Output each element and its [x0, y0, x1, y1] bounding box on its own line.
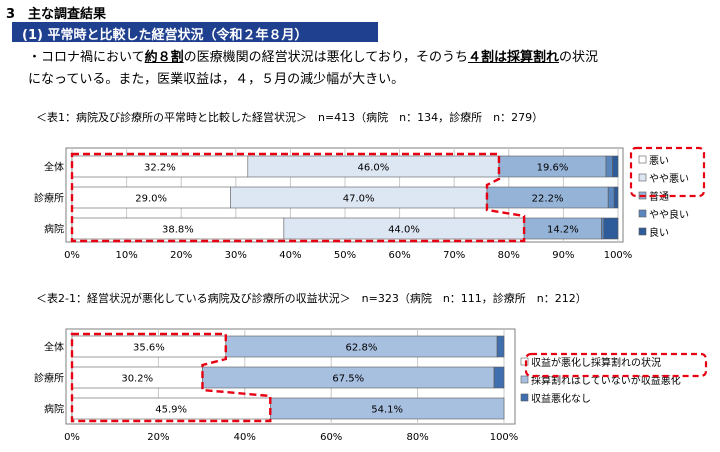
chart1-legend-label: 悪い [649, 155, 669, 167]
chart2-highlight-outline [70, 332, 272, 423]
chart2-category-label: 病院 [44, 403, 64, 416]
chart2-data-label: 30.2% [121, 374, 153, 385]
chart1-bar-segment [603, 217, 619, 240]
chart1-highlight-outline [70, 152, 526, 243]
chart2-category-label: 全体 [44, 341, 64, 354]
chart2-category-label: 診療所 [34, 372, 64, 385]
summary-text: ・コロナ禍において [28, 50, 145, 65]
chart1-bar-segment [613, 186, 619, 209]
chart1-legend-highlight [629, 146, 706, 198]
chart1-x-tick-label: 60% [388, 250, 410, 261]
chart1-legend-label: 良い [649, 226, 669, 239]
chart1-data-label: 32.2% [144, 163, 176, 174]
chart1-bar-segment [607, 186, 615, 209]
chart1-data-label: 29.0% [135, 194, 167, 205]
chart1-x-tick-label: 0% [64, 250, 80, 261]
chart1-title: ＜表1：病院及び診療所の平常時と比較した経営状況＞ n=413（病院 n：134… [36, 111, 544, 124]
chart1-data-label: 38.8% [162, 225, 194, 236]
chart1-bar-segment [601, 217, 605, 240]
chart1-x-tick-label: 100% [604, 250, 633, 261]
chart2-data-label: 35.6% [133, 343, 165, 354]
chart1-x-tick-label: 50% [334, 250, 356, 261]
chart1-category-label: 診療所 [34, 192, 64, 205]
chart1-legend-swatch [638, 209, 647, 218]
summary-line-2: になっている。また，医業収益は，４，５月の減少幅が大きい。 [28, 72, 405, 87]
chart1-data-label: 19.6% [537, 163, 569, 174]
chart2-legend-highlight [524, 352, 708, 378]
chart1-category-label: 全体 [44, 161, 64, 174]
chart1-bar-segment [612, 155, 619, 178]
summary-text: の医療機関の経営状況は悪化しており，そのうち [183, 50, 468, 65]
chart1-data-label: 22.2% [532, 194, 564, 205]
summary-line-1: ・コロナ禍において約８割の医療機関の経営状況は悪化しており，そのうち４割は採算割… [28, 46, 598, 65]
chart2-x-tick-label: 100% [490, 432, 519, 443]
chart2-bar-segment [496, 335, 505, 358]
chart1-category-label: 病院 [44, 223, 64, 236]
section-title: 3 主な調査結果 [6, 7, 107, 22]
chart2-x-tick-label: 80% [406, 432, 428, 443]
chart2-x-tick-label: 0% [64, 432, 80, 443]
chart2-legend-swatch [520, 357, 529, 366]
chart2-legend-label: 採算割れはしていないが収益悪化 [531, 374, 681, 387]
chart1-bar-segment [605, 155, 613, 178]
chart2-x-tick-label: 40% [234, 432, 256, 443]
chart1-x-tick-label: 70% [443, 250, 465, 261]
chart1-x-tick-label: 90% [552, 250, 574, 261]
chart1-x-tick-label: 30% [225, 250, 247, 261]
chart2-title: ＜表2-1：経営状況が悪化している病院及び診療所の収益状況＞ n=323（病院 … [36, 292, 587, 305]
chart1-x-tick-label: 40% [279, 250, 301, 261]
summary-emphasis: ４割は採算割れ [467, 50, 559, 65]
summary-text: の状況 [558, 50, 598, 65]
chart2-data-label: 54.1% [371, 405, 403, 416]
chart2-x-tick-label: 60% [320, 432, 342, 443]
summary-emphasis: 約８割 [144, 50, 184, 65]
chart2-legend-label: 収益悪化なし [531, 392, 591, 405]
chart1-data-label: 14.2% [547, 225, 579, 236]
chart1-x-tick-label: 20% [170, 250, 192, 261]
chart2-data-label: 45.9% [155, 405, 187, 416]
chart2-legend-label: 収益が悪化し採算割れの状況 [531, 356, 661, 369]
chart2-data-label: 62.8% [346, 343, 378, 354]
chart1-legend-swatch [638, 173, 647, 182]
chart1-legend-label: やや悪い [649, 173, 689, 185]
chart1-x-tick-label: 80% [498, 250, 520, 261]
chart1-legend-label: 普通 [649, 190, 669, 203]
chart2-legend-swatch [520, 393, 529, 402]
chart1-data-label: 46.0% [358, 163, 390, 174]
chart2-bar-segment [493, 366, 505, 389]
chart1-legend-swatch [638, 227, 647, 236]
chart1-data-label: 47.0% [343, 194, 375, 205]
subheading: (1) 平常時と比較した経営状況（令和２年８月） [22, 28, 308, 43]
chart2-data-label: 67.5% [332, 374, 364, 385]
chart2-legend-swatch [520, 375, 529, 384]
subheading-bar [12, 22, 378, 42]
chart2-x-tick-label: 20% [147, 432, 169, 443]
chart1-x-tick-label: 10% [115, 250, 137, 261]
chart1-legend-label: やや良い [649, 208, 689, 221]
chart1-legend-swatch [638, 155, 647, 164]
chart1-data-label: 44.0% [388, 225, 420, 236]
